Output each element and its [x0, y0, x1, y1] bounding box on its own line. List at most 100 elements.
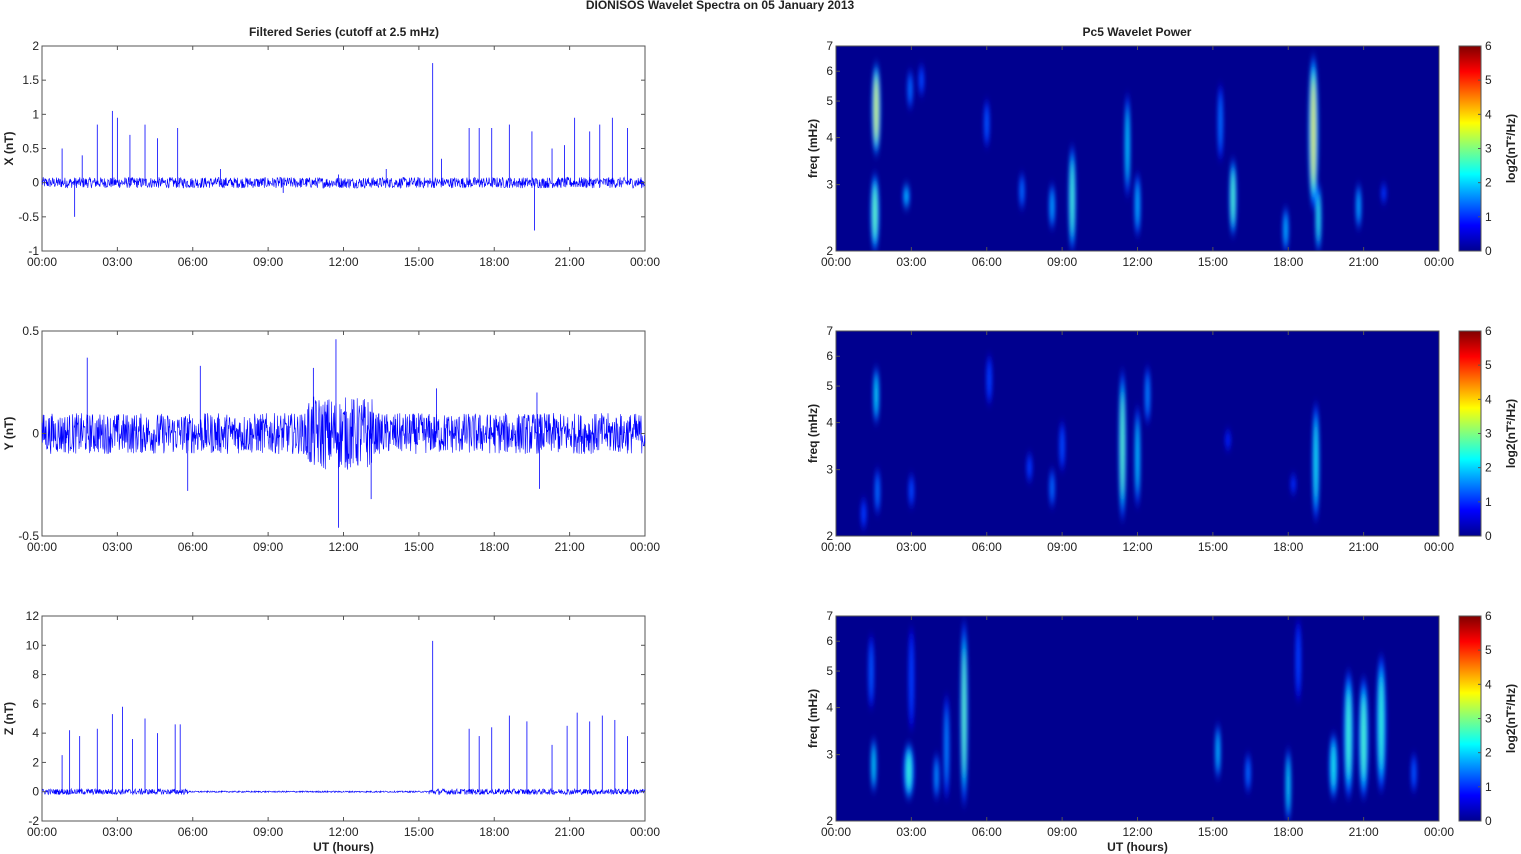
line-panel-2: -0.5 0 0.5 Y (nT) 00:00 03:00 06:00 09:00 12:00 1…: [2, 324, 660, 554]
x-tick-label: 06:00: [972, 540, 1002, 554]
y-axis-label: freq (mHz): [806, 404, 820, 463]
colorbar-tick-label: 5: [1485, 73, 1492, 87]
x-tick-label: 12:00: [1122, 540, 1152, 554]
power-blob: [875, 377, 877, 413]
y-tick-label: 7: [826, 39, 833, 53]
colorbar-label: log2(nT²/Hz): [1504, 114, 1518, 183]
colorbar-tick-label: 4: [1485, 392, 1492, 406]
y-tick-label: 1: [32, 107, 39, 121]
y-tick-label: 4: [826, 131, 833, 145]
power-blob: [1297, 634, 1299, 686]
x-tick-label: 06:00: [972, 825, 1002, 839]
spectrum-panel-3: 2 3 4 5 6 7 freq (mHz) 00:00 03:00 06:00 09:00 12:0…: [806, 609, 1518, 854]
colorbar: [1458, 330, 1482, 537]
colorbar-tick-label: 3: [1485, 142, 1492, 156]
y-tick-label: 1.5: [22, 73, 39, 87]
x-tick-label: 09:00: [253, 255, 283, 269]
y-tick-label: 4: [32, 726, 39, 740]
x-tick-label: 00:00: [1424, 540, 1454, 554]
colorbar-tick-label: 6: [1485, 324, 1492, 338]
left-column-title: Filtered Series (cutoff at 2.5 mHz): [249, 25, 439, 39]
y-tick-label: 5: [826, 664, 833, 678]
colorbar-label: log2(nT²/Hz): [1504, 399, 1518, 468]
colorbar: [1458, 45, 1482, 252]
y-tick-label: 0.5: [22, 142, 39, 156]
colorbar-tick-label: 1: [1485, 780, 1492, 794]
x-tick-label: 00:00: [27, 255, 57, 269]
x-tick-label: 00:00: [1424, 255, 1454, 269]
power-blob: [1312, 82, 1315, 182]
colorbar-tick-label: 2: [1485, 746, 1492, 760]
x-tick-label: 09:00: [1047, 255, 1077, 269]
x-tick-label: 00:00: [821, 540, 851, 554]
y-tick-label: 2: [32, 39, 39, 53]
x-tick-label: 12:00: [1122, 825, 1152, 839]
plot-area: [41, 615, 646, 822]
y-tick-label: 6: [32, 697, 39, 711]
y-axis-label: Y (nT): [2, 417, 16, 451]
power-blob: [1071, 164, 1074, 233]
x-tick-label: 15:00: [404, 255, 434, 269]
colorbar-tick-label: 0: [1485, 244, 1492, 258]
colorbar-tick-label: 4: [1485, 677, 1492, 691]
x-tick-label: 00:00: [27, 540, 57, 554]
y-tick-label: 6: [826, 64, 833, 78]
power-blob: [1315, 423, 1317, 500]
colorbar-tick-label: 1: [1485, 210, 1492, 224]
x-tick-label: 09:00: [1047, 825, 1077, 839]
x-tick-label: 03:00: [896, 825, 926, 839]
power-blob: [920, 70, 923, 90]
power-blob: [986, 108, 988, 139]
spectrum-panel-2: 2 3 4 5 6 7 freq (mHz) 00:00 03:00 06:00 09:00 12:0…: [806, 324, 1518, 554]
y-tick-label: 10: [26, 638, 40, 652]
y-tick-label: 3: [826, 748, 833, 762]
series-line: [41, 396, 646, 470]
x-tick-label: 03:00: [896, 540, 926, 554]
y-tick-label: 2: [32, 755, 39, 769]
y-tick-label: -0.5: [18, 210, 39, 224]
power-blob: [1217, 734, 1219, 769]
y-tick-label: 3: [826, 178, 833, 192]
x-tick-label: 00:00: [821, 255, 851, 269]
power-blob: [1383, 187, 1385, 199]
colorbar-tick-label: 3: [1485, 712, 1492, 726]
x-tick-label: 21:00: [555, 825, 585, 839]
x-tick-label: 21:00: [1349, 825, 1379, 839]
plot-area: [41, 45, 646, 252]
x-tick-label: 21:00: [1349, 255, 1379, 269]
x-tick-label: 12:00: [328, 255, 358, 269]
power-blob: [907, 753, 911, 789]
x-tick-label: 12:00: [328, 540, 358, 554]
x-tick-label: 06:00: [178, 540, 208, 554]
x-tick-label: 18:00: [479, 540, 509, 554]
colorbar-tick-label: 3: [1485, 427, 1492, 441]
power-blob: [935, 762, 938, 791]
power-blob: [1292, 478, 1294, 490]
colorbar-tick-label: 0: [1485, 814, 1492, 828]
x-tick-label: 00:00: [27, 825, 57, 839]
series-line: [41, 176, 646, 189]
x-tick-label: 06:00: [178, 825, 208, 839]
x-tick-label: 15:00: [404, 825, 434, 839]
x-tick-label: 21:00: [555, 255, 585, 269]
colorbar-tick-label: 6: [1485, 609, 1492, 623]
power-blob: [1061, 430, 1063, 462]
power-blob: [1021, 180, 1023, 203]
colorbar-tick-label: 2: [1485, 176, 1492, 190]
y-tick-label: 6: [826, 634, 833, 648]
y-axis-label: Z (nT): [2, 702, 16, 735]
power-blob: [963, 653, 965, 773]
y-tick-label: 12: [26, 609, 40, 623]
y-tick-label: -2: [28, 814, 39, 828]
power-blob: [1136, 424, 1139, 489]
y-tick-label: -0.5: [18, 529, 39, 543]
colorbar-tick-label: 4: [1485, 107, 1492, 121]
x-tick-label: 09:00: [253, 540, 283, 554]
x-tick-label: 18:00: [479, 255, 509, 269]
x-tick-label: 09:00: [253, 825, 283, 839]
line-panel-1: -1 -0.5 0 0.5 1 1.5 2 X (nT) 00:00 03:00 06:00 09:0…: [2, 39, 660, 269]
y-tick-label: 0: [32, 176, 39, 190]
colorbar-tick-label: 2: [1485, 461, 1492, 475]
power-blob: [873, 187, 876, 238]
power-blob: [910, 645, 913, 712]
